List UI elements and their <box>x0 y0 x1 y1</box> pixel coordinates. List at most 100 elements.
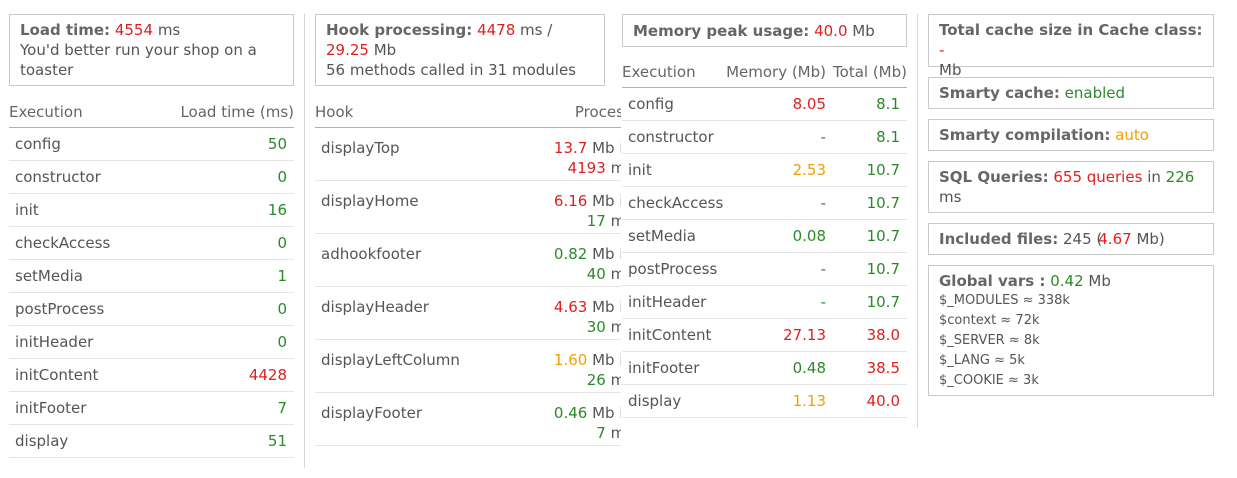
memory-value: - <box>724 285 833 319</box>
hook-mem-value: 6.16 <box>553 192 588 210</box>
global-var-item: $_MODULES ≈ 338k <box>939 293 1070 308</box>
exec-name: config <box>9 127 144 161</box>
hook-name: adhookfooter <box>315 233 548 287</box>
mem-exec-name: postProcess <box>622 252 725 286</box>
memory-label: Memory peak usage: <box>633 22 810 40</box>
table-row: initHeader 0 <box>9 325 294 359</box>
load-time-note: You'd better run your shop on a toaster <box>20 41 257 79</box>
hook-processing-cell: 13.7 Mb in 4193 ms <box>547 127 621 181</box>
table-row: display 51 <box>9 424 294 458</box>
table-row: checkAccess 0 <box>9 226 294 260</box>
hook-mem-suffix: Mb in <box>592 404 621 422</box>
cache-unit: Mb <box>939 61 962 79</box>
mem-exec-header: Execution <box>622 57 725 88</box>
global-var-item: $_LANG ≈ 5k <box>939 353 1025 368</box>
hook-time-value: 40 <box>586 265 606 283</box>
mem-exec-name: initHeader <box>622 285 725 319</box>
load-time-value: 0 <box>143 292 294 326</box>
exec-name: initFooter <box>9 391 144 425</box>
hook-time-value: 7 <box>596 424 606 442</box>
memory-value: 40.0 <box>814 22 848 40</box>
memory-value: 1.13 <box>724 384 833 418</box>
table-row: init 16 <box>9 193 294 227</box>
exec-name: postProcess <box>9 292 144 326</box>
table-row: displayLeftColumn 1.60 Mb in 26 ms <box>315 339 621 393</box>
table-row: initFooter 7 <box>9 391 294 425</box>
table-row: init 2.53 10.7 <box>622 153 907 187</box>
column-divider <box>304 14 305 468</box>
hook-mem-value: 13.7 <box>553 139 588 157</box>
mem-exec-name: init <box>622 153 725 187</box>
total-value: 10.7 <box>832 153 907 187</box>
hook-summary: 56 methods called in 31 modules <box>326 61 576 79</box>
hook-processing-cell: 1.60 Mb in 26 ms <box>547 339 621 393</box>
hook-time-suffix: ms <box>610 265 621 283</box>
table-row: config 50 <box>9 127 294 161</box>
load-time-value: 0 <box>143 226 294 260</box>
total-value: 8.1 <box>832 120 907 154</box>
total-value: 10.7 <box>832 219 907 253</box>
table-row: displayHome 6.16 Mb in 17 ms <box>315 180 621 234</box>
smarty-compile-value: auto <box>1115 126 1149 144</box>
load-time-value: 1 <box>143 259 294 293</box>
hook-name: displayLeftColumn <box>315 339 548 393</box>
hook-mem-suffix: Mb in <box>592 139 621 157</box>
hook-table-viewport[interactable]: Hook Processing displayTop 13.7 Mb in 4193… <box>315 97 621 478</box>
memory-value: 0.48 <box>724 351 833 385</box>
table-row: initContent 27.13 38.0 <box>622 318 907 352</box>
memory-value: - <box>724 186 833 220</box>
table-row: constructor 0 <box>9 160 294 194</box>
table-row: adhookfooter 0.82 Mb in 40 ms <box>315 233 621 287</box>
hook-mem-suffix: Mb in <box>592 245 621 263</box>
table-row: constructor -8.1 <box>622 120 907 154</box>
load-time-value: 50 <box>143 127 294 161</box>
exec-name: display <box>9 424 144 458</box>
table-row: config 8.05 8.1 <box>622 87 907 121</box>
total-value: 10.7 <box>832 252 907 286</box>
hook-processing-box: Hook processing: 4478 ms / 29.25 Mb 56 m… <box>315 14 605 86</box>
total-value: 40.0 <box>832 384 907 418</box>
mem-exec-name: initContent <box>622 318 725 352</box>
hook-mem-suffix: Mb in <box>592 192 621 210</box>
memory-value: 8.05 <box>724 87 833 121</box>
sql-queries-box: SQL Queries: 655 queries in 226 ms <box>928 161 1214 213</box>
hook-time-suffix: ms <box>610 424 621 442</box>
hook-time-value: 4193 <box>567 159 606 177</box>
memory-peak-box: Memory peak usage: 40.0 Mb <box>622 14 907 47</box>
hook-processing-cell: 4.63 Mb in 30 ms <box>547 286 621 340</box>
sql-count: 655 queries <box>1053 168 1143 186</box>
table-row: setMedia 1 <box>9 259 294 293</box>
hook-processing-cell: 6.16 Mb in 17 ms <box>547 180 621 234</box>
table-row: postProcess -10.7 <box>622 252 907 286</box>
memory-value: 2.53 <box>724 153 833 187</box>
hook-table: Hook Processing displayTop 13.7 Mb in 4193… <box>315 97 621 446</box>
mem-exec-name: checkAccess <box>622 186 725 220</box>
memory-mb-header: Memory (Mb) <box>724 57 833 88</box>
table-row: displayHeader 4.63 Mb in 30 ms <box>315 286 621 340</box>
load-time-unit: ms <box>157 21 181 39</box>
files-unit: Mb) <box>1136 230 1165 248</box>
hook-time-value: 17 <box>586 212 606 230</box>
load-time-value: 4554 <box>114 21 154 39</box>
memory-value: - <box>724 252 833 286</box>
sql-time: 226 <box>1165 168 1195 186</box>
processing-header: Processing <box>547 97 621 128</box>
table-row: setMedia 0.08 10.7 <box>622 219 907 253</box>
table-row: initFooter 0.48 38.5 <box>622 351 907 385</box>
table-row: postProcess 0 <box>9 292 294 326</box>
hook-name: displayHome <box>315 180 548 234</box>
hook-mem-value: 1.60 <box>553 351 588 369</box>
hook-time-suffix: ms <box>610 212 621 230</box>
globals-unit: Mb <box>1088 272 1111 290</box>
exec-name: initContent <box>9 358 144 392</box>
hook-mem-value: 4.63 <box>553 298 588 316</box>
files-size: 4.67 <box>1098 230 1132 248</box>
load-time-header: Load time (ms) <box>143 97 294 128</box>
cache-size-box: Total cache size in Cache class: - Mb <box>928 14 1214 79</box>
exec-name: constructor <box>9 160 144 194</box>
global-var-item: $context ≈ 72k <box>939 313 1040 328</box>
total-value: 38.0 <box>832 318 907 352</box>
load-time-box: Load time: 4554 ms You'd better run your… <box>9 14 294 86</box>
column-divider <box>917 14 918 428</box>
globals-value: 0.42 <box>1050 272 1084 290</box>
